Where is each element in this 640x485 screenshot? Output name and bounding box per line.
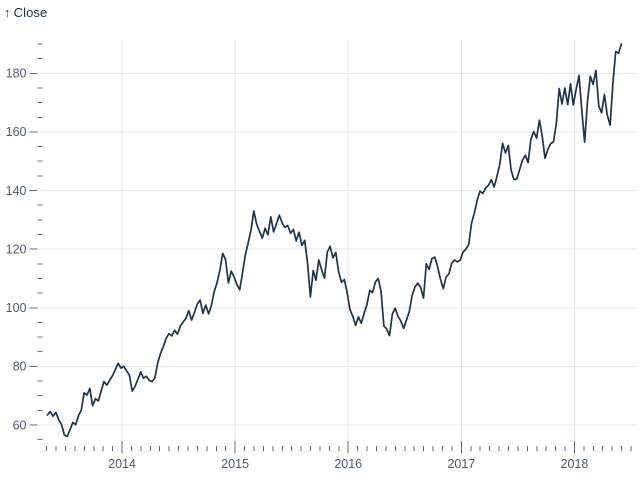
x-axis-tick-label: 2018: [561, 457, 589, 471]
y-axis-tick-label: 80: [13, 360, 27, 374]
x-axis-tick-label: 2015: [221, 457, 249, 471]
up-arrow-icon: ↑: [4, 5, 11, 20]
y-axis-tick-label: 120: [6, 242, 27, 256]
y-axis-tick-label: 180: [6, 67, 27, 81]
y-axis-tick-label: 160: [6, 125, 27, 139]
y-axis-tick-label: 140: [6, 184, 27, 198]
y-axis-tick-label: 60: [13, 418, 27, 432]
y-axis-title: ↑ Close: [4, 5, 47, 20]
x-axis-tick-label: 2017: [447, 457, 475, 471]
x-axis-tick-label: 2016: [334, 457, 362, 471]
y-axis-tick-label: 100: [6, 301, 27, 315]
y-axis-title-text: Close: [13, 5, 48, 20]
price-line-path: [46, 43, 623, 438]
x-axis-tick-label: 2014: [108, 457, 136, 471]
